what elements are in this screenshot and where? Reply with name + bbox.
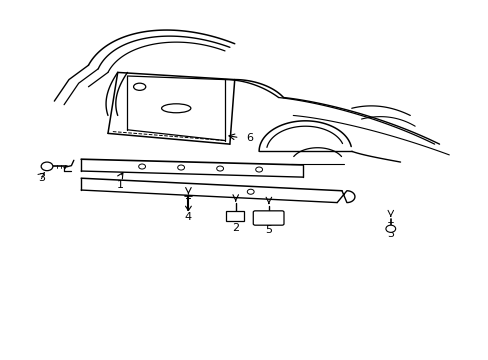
Circle shape (41, 162, 53, 171)
Circle shape (385, 225, 395, 232)
Text: 3: 3 (39, 173, 45, 183)
Circle shape (255, 167, 262, 172)
Text: 5: 5 (265, 225, 272, 235)
Ellipse shape (133, 83, 145, 90)
FancyBboxPatch shape (253, 211, 284, 225)
Text: 4: 4 (184, 212, 192, 222)
Text: 6: 6 (245, 133, 252, 143)
Circle shape (139, 164, 145, 169)
Text: 1: 1 (117, 180, 123, 190)
Circle shape (216, 166, 223, 171)
Ellipse shape (161, 104, 190, 113)
Text: 2: 2 (232, 223, 239, 233)
Bar (225, 211, 244, 221)
Circle shape (247, 189, 254, 194)
Text: 3: 3 (386, 229, 393, 239)
Circle shape (177, 165, 184, 170)
